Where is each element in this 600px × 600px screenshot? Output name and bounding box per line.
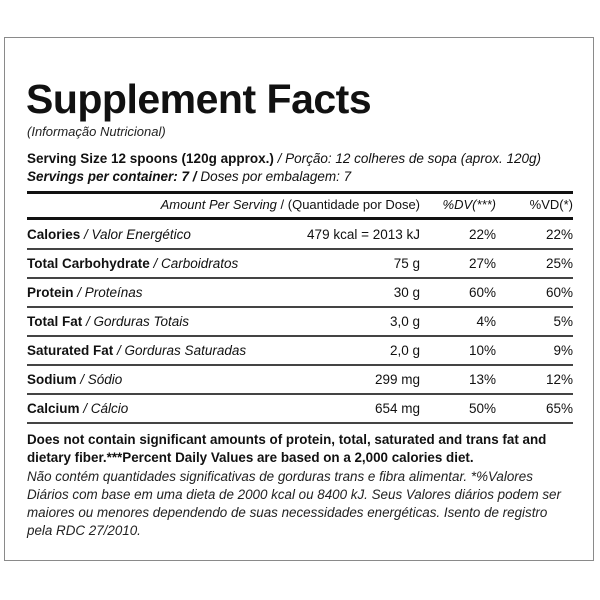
nutrient-vd: 22% [545, 227, 573, 242]
nutrient-name: Saturated Fat / Gorduras Saturadas [27, 343, 246, 358]
nutrient-name-pt: / Valor Energético [80, 227, 191, 242]
row-divider [27, 306, 573, 308]
nutrient-vd: 25% [545, 256, 573, 271]
table-row: Total Fat / Gorduras Totais 3,0 g 4% 5% [27, 307, 573, 336]
table-row: Calories / Valor Energético 479 kcal = 20… [27, 220, 573, 249]
nutrient-vd: 12% [545, 372, 573, 387]
nutrient-name-pt: / Cálcio [79, 401, 129, 416]
nutrient-amount: 75 g [393, 256, 420, 271]
footnote: Does not contain significant amounts of … [27, 431, 575, 541]
nutrient-name-en: Protein [27, 285, 74, 300]
thick-divider [27, 191, 573, 194]
table-row: Sodium / Sódio 299 mg 13% 12% [27, 365, 573, 394]
serving-size-en: Serving Size 12 spoons (120g approx.) [27, 151, 274, 166]
vd-header: %VD(*) [529, 197, 573, 212]
nutrient-name: Sodium / Sódio [27, 372, 122, 387]
nutrient-name: Calories / Valor Energético [27, 227, 191, 242]
nutrient-name-en: Calcium [27, 401, 80, 416]
label-frame [4, 37, 594, 561]
nutrient-name-en: Sodium [27, 372, 77, 387]
nutrient-vd: 5% [553, 314, 573, 329]
footnote-en: Does not contain significant amounts of … [27, 432, 547, 466]
nutrient-name-en: Total Carbohydrate [27, 256, 150, 271]
table-row: Saturated Fat / Gorduras Saturadas 2,0 g 1… [27, 336, 573, 365]
nutrient-name-en: Total Fat [27, 314, 83, 329]
row-divider [27, 422, 573, 424]
amount-header-pt: / (Quantidade por Dose) [276, 197, 420, 212]
servings-per-container-en: Servings per container: 7 / [27, 169, 197, 184]
thick-divider [27, 217, 573, 220]
footnote-pt: Não contém quantidades significativas de… [27, 468, 561, 539]
nutrient-amount: 30 g [393, 285, 420, 300]
amount-header-en: Amount Per Serving [160, 197, 277, 212]
nutrient-name-pt: / Carboidratos [149, 256, 239, 271]
servings-per-container: Servings per container: 7 / Doses por em… [27, 169, 351, 184]
nutrient-name: Protein / Proteínas [27, 285, 143, 300]
nutrient-name-pt: / Gorduras Saturadas [113, 343, 247, 358]
servings-per-container-pt: Doses por embalagem: 7 [196, 169, 352, 184]
row-divider [27, 277, 573, 279]
amount-header: Amount Per Serving / (Quantidade por Dos… [161, 197, 420, 212]
row-divider [27, 364, 573, 366]
nutrient-name-en: Calories [27, 227, 81, 242]
subtitle: (Informação Nutricional) [27, 124, 166, 139]
nutrient-dv: 60% [468, 285, 496, 300]
row-divider [27, 248, 573, 250]
nutrient-amount: 2,0 g [389, 343, 420, 358]
nutrient-dv: 4% [476, 314, 496, 329]
serving-size-pt: / Porção: 12 colheres de sopa (aprox. 12… [273, 151, 541, 166]
nutrient-vd: 60% [545, 285, 573, 300]
nutrient-name: Calcium / Cálcio [27, 401, 128, 416]
dv-header: %DV(***) [442, 197, 496, 212]
nutrient-name-en: Saturated Fat [27, 343, 114, 358]
nutrient-dv: 22% [468, 227, 496, 242]
nutrient-name: Total Carbohydrate / Carboidratos [27, 256, 238, 271]
nutrient-name-pt: / Gorduras Totais [82, 314, 190, 329]
table-row: Protein / Proteínas 30 g 60% 60% [27, 278, 573, 307]
table-header: Amount Per Serving / (Quantidade por Dos… [27, 194, 573, 216]
nutrient-name-pt: / Proteínas [73, 285, 143, 300]
nutrient-amount: 654 mg [374, 401, 420, 416]
nutrient-dv: 50% [468, 401, 496, 416]
nutrient-dv: 13% [468, 372, 496, 387]
page-title: Supplement Facts [26, 76, 372, 122]
table-row: Calcium / Cálcio 654 mg 50% 65% [27, 394, 573, 423]
nutrient-amount: 3,0 g [389, 314, 420, 329]
nutrient-name: Total Fat / Gorduras Totais [27, 314, 189, 329]
nutrient-dv: 27% [468, 256, 496, 271]
nutrient-amount: 479 kcal = 2013 kJ [307, 227, 420, 242]
nutrient-vd: 9% [553, 343, 573, 358]
nutrient-name-pt: / Sódio [76, 372, 123, 387]
nutrient-dv: 10% [468, 343, 496, 358]
row-divider [27, 393, 573, 395]
row-divider [27, 335, 573, 337]
serving-size: Serving Size 12 spoons (120g approx.) / … [27, 151, 541, 166]
table-row: Total Carbohydrate / Carboidratos 75 g 27%… [27, 249, 573, 278]
nutrient-vd: 65% [545, 401, 573, 416]
nutrient-amount: 299 mg [374, 372, 420, 387]
